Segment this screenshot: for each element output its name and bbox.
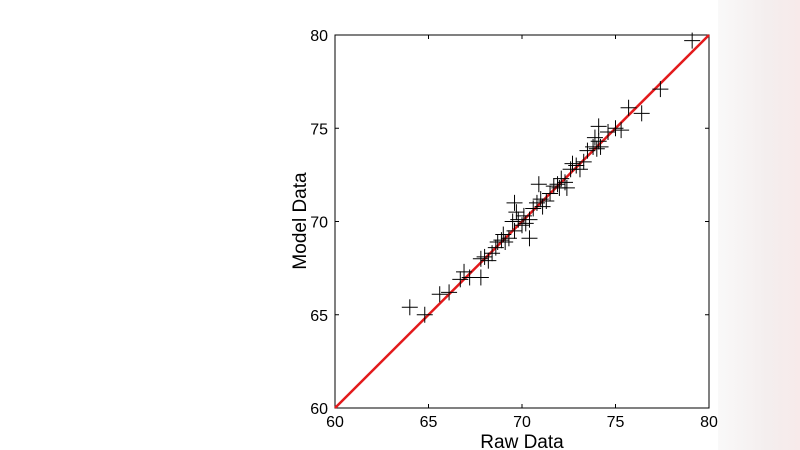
data-point bbox=[558, 179, 575, 196]
x-tick-label: 70 bbox=[513, 414, 531, 431]
data-points bbox=[401, 32, 701, 323]
data-point bbox=[590, 118, 607, 135]
data-point bbox=[506, 194, 523, 211]
data-point bbox=[508, 204, 525, 221]
data-point bbox=[476, 248, 493, 265]
data-point bbox=[521, 230, 538, 247]
y-tick-label: 65 bbox=[310, 308, 328, 325]
data-point bbox=[613, 122, 630, 139]
data-point bbox=[586, 129, 603, 146]
y-axis-ticks: 60 65 70 75 80 bbox=[310, 28, 709, 418]
data-point bbox=[497, 234, 514, 251]
data-point bbox=[542, 185, 559, 202]
y-tick-label: 70 bbox=[310, 215, 328, 232]
y-tick-label: 60 bbox=[310, 401, 328, 418]
data-point bbox=[517, 215, 534, 232]
data-point bbox=[571, 161, 588, 178]
data-point bbox=[553, 170, 570, 187]
x-tick-label: 65 bbox=[420, 414, 438, 431]
background-fade bbox=[718, 0, 800, 450]
data-point bbox=[521, 211, 538, 228]
data-point bbox=[588, 140, 605, 157]
data-point bbox=[600, 123, 617, 140]
data-point bbox=[472, 269, 489, 286]
data-point bbox=[431, 286, 448, 303]
data-point bbox=[568, 157, 585, 174]
data-point bbox=[684, 32, 701, 49]
x-tick-label: 60 bbox=[326, 414, 344, 431]
data-point bbox=[441, 284, 458, 301]
y-axis-label: Model Data bbox=[290, 172, 311, 270]
x-axis-label: Raw Data bbox=[480, 432, 564, 450]
data-point bbox=[416, 306, 433, 323]
x-axis-ticks: 60 65 70 75 80 bbox=[326, 35, 718, 431]
data-point bbox=[472, 250, 489, 267]
data-point bbox=[575, 153, 592, 170]
data-point bbox=[652, 81, 669, 98]
data-point bbox=[538, 192, 555, 209]
x-tick-label: 75 bbox=[607, 414, 625, 431]
data-point bbox=[452, 271, 469, 288]
x-tick-label: 80 bbox=[700, 414, 718, 431]
data-point bbox=[592, 138, 609, 155]
y-tick-label: 75 bbox=[310, 121, 328, 138]
data-point bbox=[401, 299, 418, 316]
y-tick-label: 80 bbox=[310, 28, 328, 45]
data-point bbox=[480, 252, 497, 269]
data-point bbox=[633, 105, 650, 122]
data-point bbox=[620, 99, 637, 116]
data-point bbox=[530, 176, 547, 193]
